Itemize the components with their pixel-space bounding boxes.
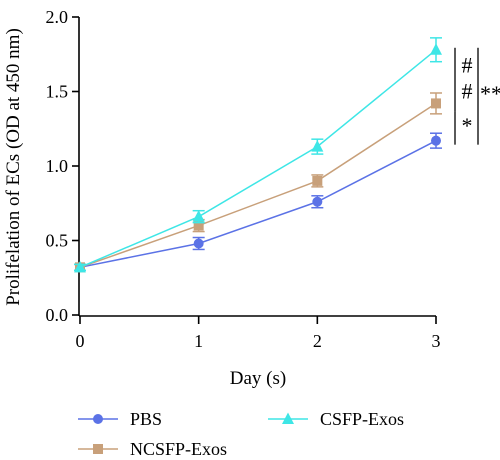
y-tick-label: 1.0 (46, 156, 69, 176)
data-point (430, 43, 442, 55)
series-line (79, 49, 437, 269)
x-tick-label: 1 (194, 331, 203, 351)
x-tick-label: 0 (76, 331, 85, 351)
data-point (311, 140, 324, 152)
data-point (431, 135, 441, 146)
series-csfp-exos (74, 37, 442, 273)
y-tick-label: 2.0 (46, 7, 69, 27)
y-tick-label: 0.0 (46, 305, 69, 325)
legend-marker (282, 412, 294, 424)
data-point (192, 210, 205, 222)
x-tick-label: 3 (432, 331, 441, 351)
y-tick-label: 1.5 (46, 82, 69, 102)
data-point (312, 196, 323, 207)
significance-annotations: ##*** (454, 47, 500, 145)
significance-mark: * (462, 113, 473, 138)
series-ncsfp-exos (74, 92, 442, 273)
x-axis-label: Day (s) (230, 368, 286, 389)
x-tick-label: 2 (313, 331, 322, 351)
legend: PBS NCSFP-Exos CSFP-Exos (78, 409, 404, 459)
legend-label: PBS (130, 409, 162, 429)
legend-item-ncsfp-exos: NCSFP-Exos (78, 439, 227, 459)
legend-item-csfp-exos: CSFP-Exos (268, 409, 404, 429)
significance-mark: # (462, 79, 473, 104)
data-point (193, 238, 204, 249)
legend-marker (93, 414, 103, 424)
data-point (312, 175, 323, 186)
data-point (431, 98, 441, 109)
y-tick-label: 0.5 (46, 231, 69, 251)
axes: 0.0 0.5 1.0 1.5 2.0 0 1 2 3 (46, 7, 441, 351)
legend-label: NCSFP-Exos (130, 439, 227, 459)
data-point (74, 260, 86, 273)
legend-item-pbs: PBS (78, 409, 162, 429)
legend-marker (93, 444, 103, 454)
legend-label: CSFP-Exos (320, 409, 404, 429)
significance-mark: # (462, 53, 473, 78)
series-layer (74, 37, 442, 273)
series-line (79, 140, 437, 269)
y-axis-label: Prolifelation of ECs (OD at 450 nm) (3, 28, 24, 306)
data-point (193, 220, 204, 231)
series-line (79, 102, 437, 269)
significance-mark: ** (480, 81, 500, 106)
